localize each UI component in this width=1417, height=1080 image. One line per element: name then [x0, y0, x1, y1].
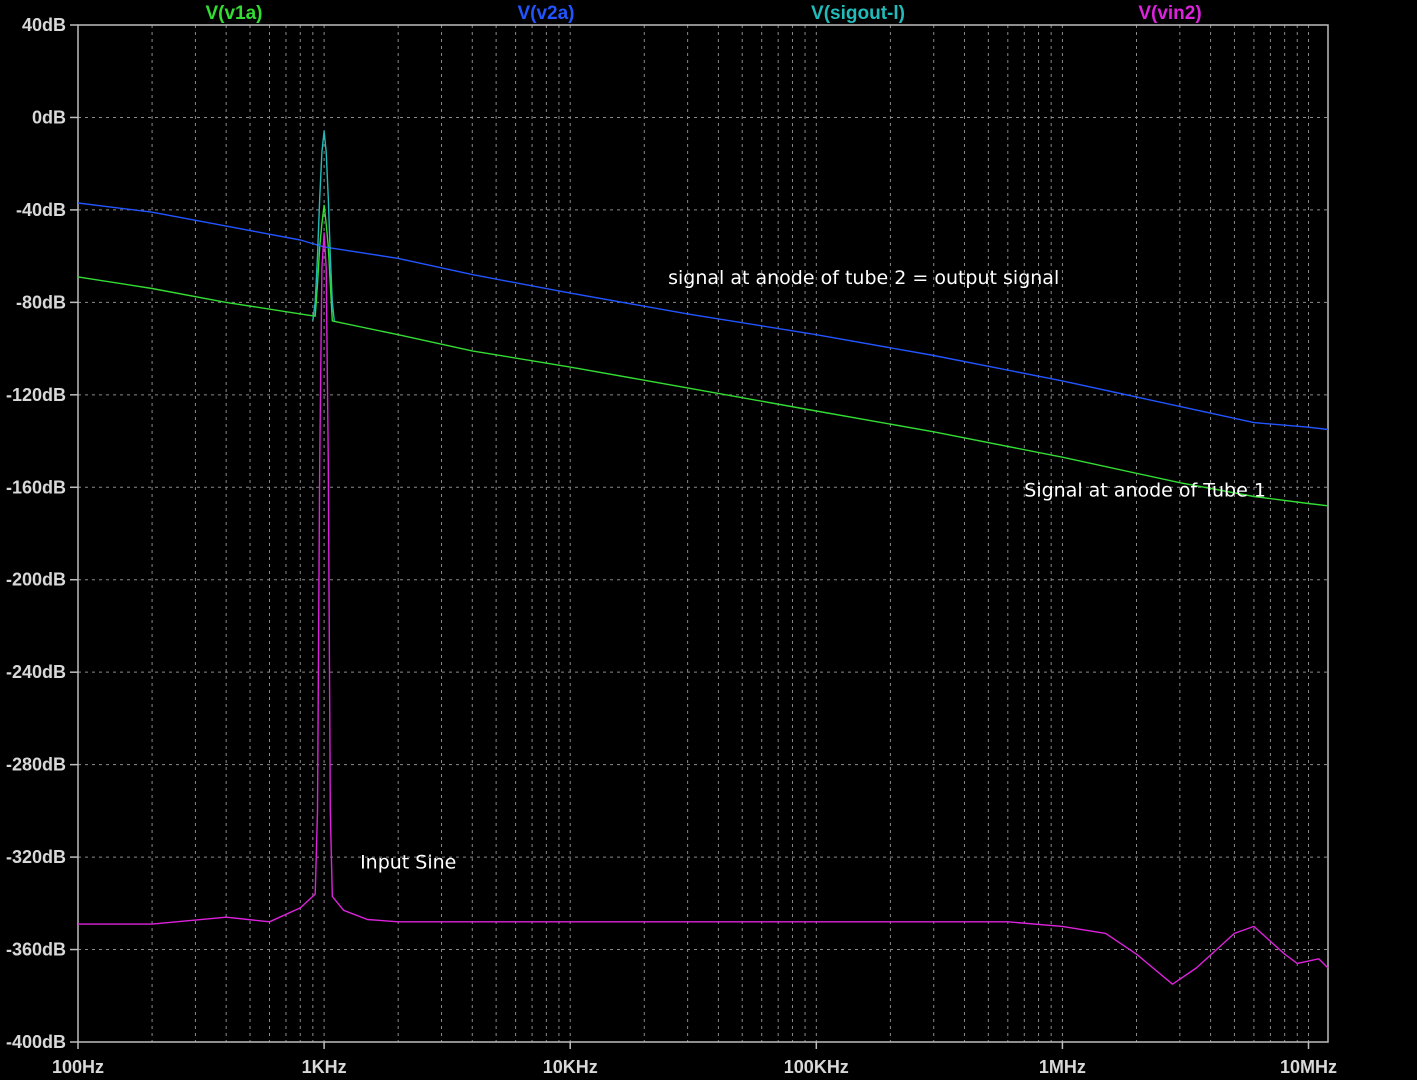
- y-tick-label: 0dB: [32, 107, 66, 127]
- y-axis-ticks: 40dB 0dB -40dB -80dB -120dB -160dB -200dB -240d…: [6, 15, 78, 1052]
- grid: [78, 24, 1328, 1043]
- legend-entry: V(sigout-l): [811, 3, 905, 24]
- y-tick-label: -160dB: [6, 477, 66, 497]
- y-tick-label: -40dB: [16, 200, 66, 220]
- series-line-v-v2a: [77, 202, 1329, 431]
- y-tick-label: -80dB: [16, 292, 66, 312]
- y-tick-label: 40dB: [22, 15, 66, 35]
- y-tick-label: -120dB: [6, 385, 66, 405]
- annotation-text: Input Sine: [360, 852, 456, 874]
- x-tick-label: 10MHz: [1280, 1057, 1337, 1077]
- y-tick-label: -240dB: [6, 662, 66, 682]
- y-tick-label: -320dB: [6, 847, 66, 867]
- series-line-v-vin2: [78, 232, 1329, 985]
- plot-frame: [77, 24, 1329, 1043]
- x-tick-label: 1MHz: [1039, 1057, 1086, 1077]
- x-tick-label: 1KHz: [302, 1057, 347, 1077]
- y-tick-label: -400dB: [6, 1032, 66, 1052]
- x-axis-ticks: 100Hz 1KHz 10KHz 100KHz 1MHz 10MHz: [52, 1042, 1337, 1077]
- x-tick-label: 100Hz: [52, 1057, 104, 1077]
- series-group: [77, 130, 1329, 985]
- annotation-text: signal at anode of tube 2 = output signa…: [668, 267, 1059, 289]
- series-line-v-sigout-l: [312, 130, 335, 321]
- annotations: signal at anode of tube 2 = output signa…: [360, 267, 1266, 874]
- legend-entry: V(v2a): [517, 3, 574, 24]
- x-tick-label: 100KHz: [784, 1057, 849, 1077]
- series-line-v-v1a: [77, 204, 1329, 507]
- y-tick-label: -360dB: [6, 940, 66, 960]
- x-tick-label: 10KHz: [543, 1057, 598, 1077]
- y-tick-label: -280dB: [6, 755, 66, 775]
- legend-entry: V(v1a): [205, 3, 262, 24]
- legend: V(v1a) V(v2a) V(sigout-l) V(vin2): [205, 3, 1201, 24]
- legend-entry: V(vin2): [1138, 3, 1201, 24]
- annotation-text: Signal at anode of Tube 1: [1024, 480, 1266, 502]
- y-tick-label: -200dB: [6, 570, 66, 590]
